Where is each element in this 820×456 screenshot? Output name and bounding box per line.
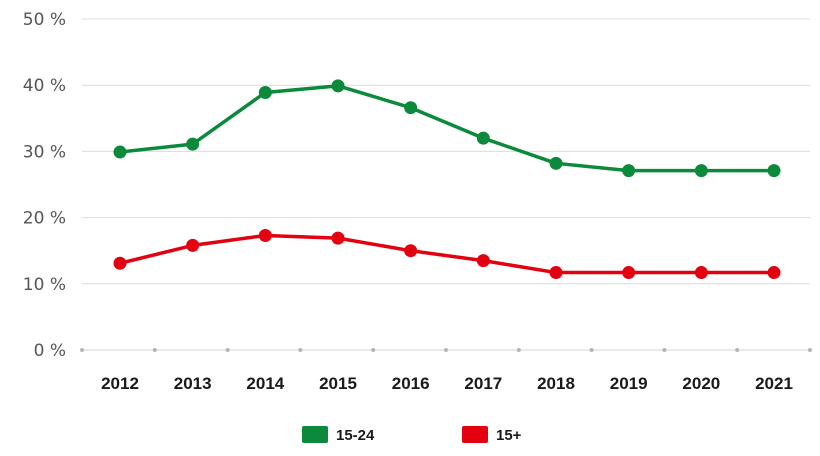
data-point — [258, 85, 272, 99]
x-axis-tick-mark — [516, 348, 521, 352]
legend: 15-24 15+ — [302, 426, 522, 444]
data-point — [404, 101, 418, 115]
x-axis-tick-mark — [371, 348, 376, 352]
legend-swatch — [302, 426, 328, 443]
x-tick-label: 2016 — [392, 374, 430, 393]
x-axis-tick-mark — [444, 348, 448, 352]
data-point — [767, 266, 781, 280]
y-tick-label: 10 % — [23, 275, 66, 295]
data-point — [694, 266, 708, 280]
data-point — [549, 266, 563, 280]
legend-swatch — [462, 426, 488, 443]
y-tick-label: 0 % — [34, 341, 66, 361]
data-point — [404, 244, 418, 258]
x-tick-label: 2020 — [682, 374, 720, 393]
series-layer — [113, 79, 781, 280]
y-tick-label: 40 % — [23, 76, 66, 96]
x-axis-tick-mark — [589, 348, 594, 352]
series-15+ — [113, 228, 781, 280]
x-tick-label: 2013 — [174, 374, 212, 393]
y-axis: 0 % 10 % 20 % 30 % 40 % 50 % — [23, 10, 66, 361]
data-point — [186, 137, 200, 151]
x-axis-tick-mark — [80, 348, 84, 352]
x-axis: 2012 2013 2014 2015 2016 2017 2018 2019 2020 2021 — [80, 348, 812, 393]
x-axis-tick-mark — [225, 348, 230, 352]
legend-label: 15-24 — [336, 427, 375, 444]
y-tick-label: 30 % — [23, 142, 66, 162]
data-point — [258, 228, 272, 242]
data-point — [331, 79, 345, 93]
data-point — [476, 131, 490, 145]
data-point — [113, 256, 127, 270]
x-tick-label: 2015 — [319, 374, 357, 393]
x-axis-tick-mark — [152, 348, 157, 352]
x-tick-label: 2012 — [101, 374, 139, 393]
x-tick-label: 2021 — [755, 374, 793, 393]
data-point — [476, 254, 490, 268]
data-point — [622, 266, 636, 280]
x-tick-label: 2019 — [610, 374, 648, 393]
data-point — [694, 164, 708, 178]
data-point — [186, 238, 200, 252]
series-line — [118, 84, 776, 173]
y-tick-label: 50 % — [23, 10, 66, 30]
legend-label: 15+ — [496, 427, 522, 444]
x-axis-tick-mark — [662, 348, 667, 352]
x-tick-label: 2014 — [246, 374, 284, 393]
legend-item: 15+ — [462, 426, 522, 444]
series-line — [118, 233, 776, 275]
x-axis-tick-mark — [298, 348, 303, 352]
data-point — [767, 164, 781, 178]
data-point — [549, 156, 563, 170]
data-point — [113, 145, 127, 159]
y-tick-label: 20 % — [23, 209, 66, 229]
gridlines — [82, 18, 810, 285]
x-axis-tick-mark — [735, 348, 740, 352]
data-point — [622, 164, 636, 178]
series-15-24 — [113, 79, 781, 178]
x-axis-tick-mark — [808, 348, 812, 352]
legend-item: 15-24 — [302, 426, 375, 444]
data-point — [331, 231, 345, 245]
x-tick-label: 2017 — [464, 374, 502, 393]
x-tick-label: 2018 — [537, 374, 575, 393]
